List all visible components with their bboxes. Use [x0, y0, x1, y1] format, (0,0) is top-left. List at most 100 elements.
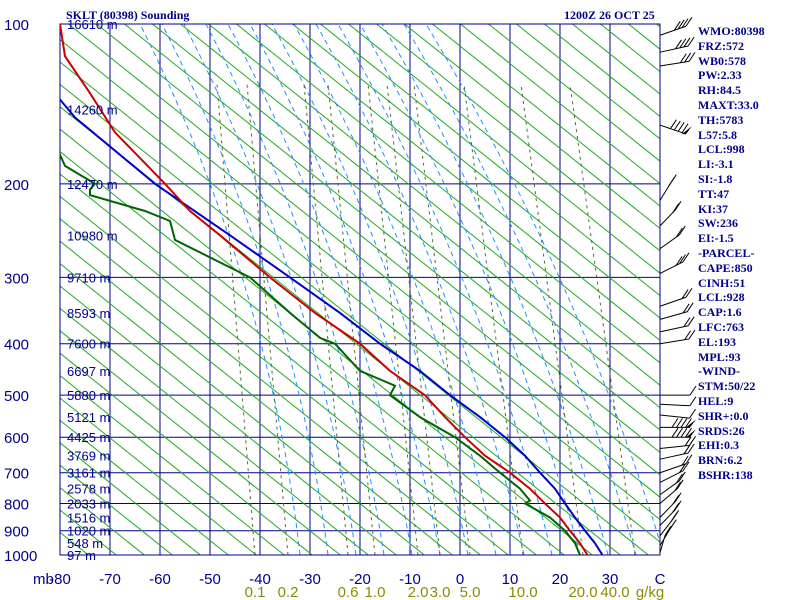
dry-adiabat-line [60, 307, 370, 555]
wind-barb-feather [683, 37, 691, 48]
wind-barb [659, 454, 693, 474]
wind-barb-feather [675, 256, 683, 266]
mixing-ratio-label: 10.0 [508, 584, 537, 600]
wind-barb-feather [679, 53, 687, 64]
dry-adiabat-line [151, 24, 660, 431]
dry-adiabat-line [0, 14, 56, 574]
wind-barb-staff [659, 519, 674, 537]
moist-adiabat-line [139, 24, 301, 555]
wind-barb-staff [659, 261, 684, 274]
temperature-tick-label: -80 [49, 571, 71, 588]
wind-barb-feather [676, 427, 683, 438]
dry-adiabat-line [60, 464, 174, 555]
wind-barb [659, 16, 693, 36]
dry-adiabat-line [403, 24, 660, 230]
wind-barb-feather [682, 461, 690, 472]
wind-barb-feather [677, 122, 685, 132]
dry-adiabat-line [235, 24, 660, 364]
index-value: HEL:9 [698, 393, 734, 408]
temperature-tick-label: -30 [299, 571, 321, 588]
wind-barb-feather [686, 302, 694, 313]
dry-adiabat-line [60, 218, 482, 555]
dry-adiabat-line [60, 83, 650, 555]
indices-panel: WMO:80398 FRZ:572 WB0:578 PW:2.33 RH:84.5 MAX… [698, 24, 798, 483]
index-value: EI:-1.5 [698, 231, 734, 246]
index-value: LI:-3.1 [698, 157, 734, 172]
wind-barb-staff [659, 234, 680, 250]
wind-barb-staff [659, 403, 690, 407]
temperature-tick-label: -60 [149, 571, 171, 588]
mixing-ratio-label: 0.2 [278, 584, 299, 600]
wind-barb-staff [659, 488, 678, 504]
moist-adiabat-line [271, 24, 469, 555]
mixing-ratio-line [303, 83, 349, 555]
moist-adiabat-line [425, 24, 660, 544]
height-label: 3769 m [67, 449, 110, 464]
wind-barb-feather [675, 227, 683, 238]
wind-barb [660, 418, 696, 428]
wind-barb-feather [685, 427, 692, 438]
pressure-label: 1000 [4, 548, 37, 565]
moist-adiabat-line [403, 24, 637, 555]
wind-barb-staff [659, 25, 687, 36]
dry-adiabat-line [487, 24, 660, 162]
height-label: 8593 m [67, 306, 110, 321]
mixing-ratio-label: 3.0 [430, 584, 451, 600]
dry-adiabat-line [95, 24, 660, 476]
index-value: TH:5783 [698, 112, 744, 127]
wind-barb-feather [687, 443, 695, 454]
wind-barb-staff [659, 501, 676, 518]
wind-barb-feather [681, 123, 689, 133]
wind-barb-feather [682, 303, 690, 314]
dry-adiabat-line [263, 24, 660, 342]
wind-barb [660, 427, 696, 438]
temperature-tick-label: -10 [399, 571, 421, 588]
wind-barb [659, 119, 692, 135]
height-label: 10980 m [67, 228, 118, 243]
wind-barb [659, 36, 695, 53]
height-label: 6697 m [67, 364, 110, 379]
height-label: 97 m [67, 548, 96, 563]
wind-barb-flag [686, 429, 696, 438]
wind-barb [659, 443, 695, 460]
wind-barb-feather [669, 519, 677, 529]
moist-adiabat-line [205, 24, 385, 555]
pressure-label: 500 [4, 388, 29, 405]
index-value: SI:-1.8 [698, 171, 733, 186]
index-value: SW:236 [698, 216, 739, 231]
wind-barb-feather [684, 52, 692, 63]
wind-barb [659, 436, 696, 449]
dry-adiabat-line [60, 150, 566, 555]
wind-barb-staff [659, 60, 690, 67]
wind-barb-feather [681, 289, 689, 299]
mixing-ratio-label: 20.0 [568, 584, 597, 600]
wind-barb-feather [685, 16, 693, 27]
wind-barb-feather [679, 463, 686, 473]
wind-barb-staff [659, 124, 687, 135]
moist-adiabat-line [161, 24, 329, 555]
wind-barb-feather [676, 479, 684, 490]
dry-adiabat-line [60, 106, 622, 555]
temperature-tick-label: C [655, 571, 666, 588]
height-label: 5880 m [67, 388, 110, 403]
height-label: 2578 m [67, 482, 110, 497]
wind-barb [659, 479, 684, 504]
dry-adiabat-line [67, 24, 660, 498]
wind-barb-feather [674, 481, 682, 492]
wind-barb-feather [673, 21, 681, 31]
wind-barb-feather [672, 203, 680, 213]
wind-barb [659, 302, 694, 320]
wind-barb-feather [668, 176, 676, 187]
wind-barb-staff [659, 311, 688, 320]
index-value: CAPE:850 [698, 260, 753, 275]
index-value: KI:37 [698, 201, 728, 216]
dry-adiabat-line [60, 374, 286, 555]
index-value: FRZ:572 [698, 38, 744, 53]
wind-barb-feather [680, 418, 688, 428]
index-value: SRDS:26 [698, 423, 745, 438]
wind-barb-feather [669, 119, 677, 129]
temperature-tick-label: -20 [349, 571, 371, 588]
mixing-ratio-line [246, 83, 289, 555]
wind-barb-staff [659, 414, 690, 419]
dry-adiabat-line [60, 285, 398, 555]
